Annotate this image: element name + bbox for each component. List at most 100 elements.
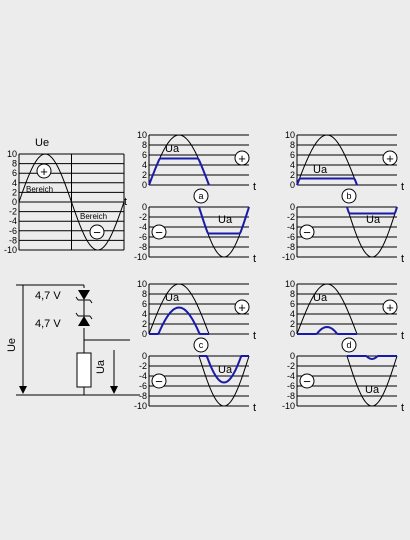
output-positive-label: Ua xyxy=(165,143,180,155)
svg-text:+: + xyxy=(386,151,394,166)
input-sine-curve xyxy=(18,153,125,251)
y-tick-label: 0 xyxy=(12,197,17,207)
y-tick-label: 0 xyxy=(290,351,295,361)
positive-region-label: Bereich xyxy=(26,185,53,194)
plus-icon: + xyxy=(234,150,250,166)
minus-icon: − xyxy=(151,373,167,389)
y-tick-label: 6 xyxy=(290,150,295,160)
y-tick-label: 4 xyxy=(290,309,295,319)
y-tick-label: 2 xyxy=(290,170,295,180)
y-tick-label: 6 xyxy=(290,299,295,309)
y-tick-label: 0 xyxy=(290,329,295,339)
y-tick-label: 4 xyxy=(12,178,17,188)
output-negative-label: Ua xyxy=(218,364,233,376)
y-tick-label: 6 xyxy=(142,150,147,160)
minus-icon: − xyxy=(299,373,315,389)
t-axis-label: t xyxy=(253,181,256,193)
input-positive-half-wave xyxy=(296,134,358,186)
y-tick-label: 2 xyxy=(142,319,147,329)
input-negative-half-wave xyxy=(346,355,398,407)
y-tick-label: -10 xyxy=(4,245,17,255)
circuit-diagram xyxy=(16,284,140,396)
y-tick-label: -10 xyxy=(134,401,147,411)
circuit-input-label: Ue xyxy=(6,338,18,352)
output-negative-label: Ua xyxy=(365,384,380,396)
t-axis-label: t xyxy=(401,330,404,342)
input-chart-title: Ue xyxy=(35,137,49,149)
plus-icon: + xyxy=(382,150,398,166)
output-positive-curve xyxy=(148,157,210,186)
negative-region-label: Bereich xyxy=(80,212,107,221)
y-tick-label: -8 xyxy=(287,242,295,252)
t-axis-label: t xyxy=(253,330,256,342)
minus-icon: − xyxy=(299,224,315,240)
plus-icon: + xyxy=(382,299,398,315)
zener-diode-2-icon xyxy=(75,306,93,326)
y-tick-label: 0 xyxy=(290,180,295,190)
output-negative-curve xyxy=(347,355,397,361)
y-tick-label: -4 xyxy=(139,371,147,381)
y-tick-label: -2 xyxy=(139,212,147,222)
y-tick-label: 10 xyxy=(285,279,295,289)
y-tick-label: 2 xyxy=(290,319,295,329)
y-tick-label: -4 xyxy=(287,222,295,232)
svg-text:−: − xyxy=(303,374,311,389)
y-tick-label: 8 xyxy=(142,289,147,299)
y-tick-label: -6 xyxy=(287,381,295,391)
svg-text:+: + xyxy=(238,151,246,166)
plus-icon: + xyxy=(36,163,52,179)
y-tick-label: -4 xyxy=(9,216,17,226)
y-tick-label: 10 xyxy=(285,130,295,140)
y-tick-label: -4 xyxy=(287,371,295,381)
y-tick-label: 10 xyxy=(137,279,147,289)
output-negative-curve xyxy=(199,355,249,384)
t-axis-label: t xyxy=(253,402,256,414)
y-tick-label: -8 xyxy=(287,391,295,401)
y-tick-label: 10 xyxy=(7,149,17,159)
y-tick-label: -2 xyxy=(139,361,147,371)
output-negative-curve xyxy=(198,206,250,235)
y-tick-label: -10 xyxy=(282,401,295,411)
input-positive-half-wave xyxy=(148,283,210,335)
svg-text:b: b xyxy=(346,191,351,201)
y-tick-label: 4 xyxy=(142,160,147,170)
y-tick-label: 8 xyxy=(12,159,17,169)
resistor-icon xyxy=(76,352,92,388)
y-tick-label: -10 xyxy=(134,252,147,262)
t-axis-label: t xyxy=(401,402,404,414)
y-tick-label: -2 xyxy=(287,361,295,371)
input-negative-half-wave xyxy=(346,206,398,258)
y-tick-label: 0 xyxy=(142,329,147,339)
y-tick-label: -6 xyxy=(139,381,147,391)
y-tick-label: 8 xyxy=(290,140,295,150)
svg-text:−: − xyxy=(303,225,311,240)
svg-text:+: + xyxy=(386,300,394,315)
y-tick-label: 0 xyxy=(290,202,295,212)
case-label-badge: c xyxy=(193,337,209,353)
case-label-badge: b xyxy=(341,188,357,204)
t-axis-label: t xyxy=(253,253,256,265)
y-tick-label: 10 xyxy=(137,130,147,140)
y-tick-label: -4 xyxy=(139,222,147,232)
zener1-voltage-label: 4,7 V xyxy=(35,290,61,302)
zener-diode-1-icon xyxy=(75,290,93,306)
y-tick-label: -10 xyxy=(282,252,295,262)
y-tick-label: 0 xyxy=(142,202,147,212)
svg-text:−: − xyxy=(155,225,163,240)
output-negative-curve xyxy=(346,206,398,215)
minus-icon: − xyxy=(151,224,167,240)
t-axis-label: t xyxy=(401,181,404,193)
svg-text:−: − xyxy=(155,374,163,389)
output-positive-curve xyxy=(149,306,209,335)
y-tick-label: 0 xyxy=(142,180,147,190)
svg-text:a: a xyxy=(198,191,203,201)
input-negative-half-wave xyxy=(198,355,250,407)
output-positive-curve xyxy=(296,177,358,186)
t-axis-label: t xyxy=(401,253,404,265)
svg-text:c: c xyxy=(199,340,204,350)
plus-icon: + xyxy=(234,299,250,315)
